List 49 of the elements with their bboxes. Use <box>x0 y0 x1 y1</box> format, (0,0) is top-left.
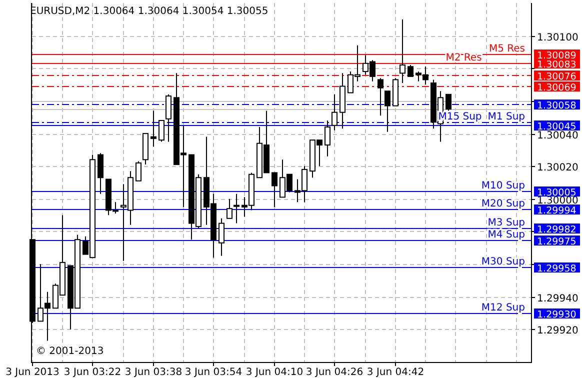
candlestick <box>234 193 240 224</box>
y-tick-label: 1.30040 <box>537 130 578 142</box>
candlestick <box>136 160 142 182</box>
y-tick-label: 1.30000 <box>537 196 578 206</box>
candlestick <box>272 172 278 208</box>
x-tick-label: 3 Jun 03:54 <box>184 367 242 378</box>
annotation: 1.30076 <box>537 72 576 82</box>
candlestick <box>408 64 414 77</box>
y-tick-label: 1.29940 <box>537 294 578 304</box>
x-tick-label: 3 Jun 04:26 <box>306 367 364 378</box>
ref-line-label: M3 Sup <box>488 218 525 228</box>
candlestick <box>332 94 338 131</box>
candlestick <box>446 94 452 112</box>
annotation: 1.29958 <box>537 264 576 274</box>
ref-line-label: M1 Sup <box>488 112 525 122</box>
ref-line-label: M20 Sup <box>481 198 525 210</box>
candlestick <box>400 18 406 84</box>
annotation: 1.29930 <box>537 310 576 320</box>
x-tick-label: 3 Jun 03:38 <box>124 367 182 378</box>
candlestick <box>378 78 384 116</box>
annotation: 1.29994 <box>537 206 576 216</box>
candlestick <box>218 218 224 256</box>
candlestick <box>384 90 390 132</box>
y-tick-label: 1.30100 <box>537 32 578 44</box>
candlestick <box>226 198 232 219</box>
annotation: 1.29975 <box>537 236 576 248</box>
candlestick <box>324 120 330 157</box>
annotation: 1.30045 <box>537 122 576 132</box>
annotation: 1.29982 <box>537 224 576 236</box>
x-tick-label: 3 Jun 2013 <box>6 367 60 378</box>
x-tick-label: 3 Jun 04:10 <box>246 367 304 378</box>
candlestick <box>166 94 172 142</box>
annotation: 1.30083 <box>537 60 576 70</box>
x-tick-label: 3 Jun 04:42 <box>366 367 424 378</box>
annotation: 1.30069 <box>537 82 576 94</box>
ref-line-label: M30 Sup <box>481 256 525 268</box>
y-tick-label: 1.30020 <box>537 162 578 174</box>
ref-line-label: M5 Res <box>488 44 525 54</box>
ref-line-label: M10 Sup <box>481 180 525 192</box>
annotation: © 2001-2013 <box>36 346 104 357</box>
ref-line-label: M12 Sup <box>481 302 525 314</box>
candlestick <box>158 120 164 142</box>
annotation: 1.30058 <box>537 100 576 112</box>
y-tick-label: 1.29920 <box>537 326 578 336</box>
x-tick-label: 3 Jun 03:22 <box>64 367 122 378</box>
candlestick <box>98 152 104 194</box>
candlestick <box>150 110 156 148</box>
annotation: 1.30089 <box>537 50 576 62</box>
ref-line-label: M4 Sup <box>488 230 525 240</box>
